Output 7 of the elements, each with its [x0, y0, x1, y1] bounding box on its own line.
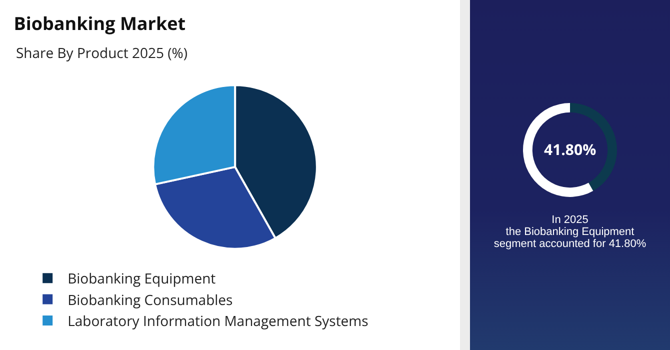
- legend-label: Biobanking Consumables: [68, 290, 234, 310]
- chart-title: Biobanking Market: [14, 12, 186, 36]
- legend-label: Laboratory Information Management Systems: [68, 312, 369, 331]
- text: In 2025 the Biobanking Equipment segment accounted for 41.80%: [492, 214, 648, 250]
- chart-subtitle: Share By Product 2025 (%): [16, 44, 188, 63]
- legend-label: Biobanking Equipment: [68, 270, 216, 289]
- text: 41.80%: [544, 140, 597, 160]
